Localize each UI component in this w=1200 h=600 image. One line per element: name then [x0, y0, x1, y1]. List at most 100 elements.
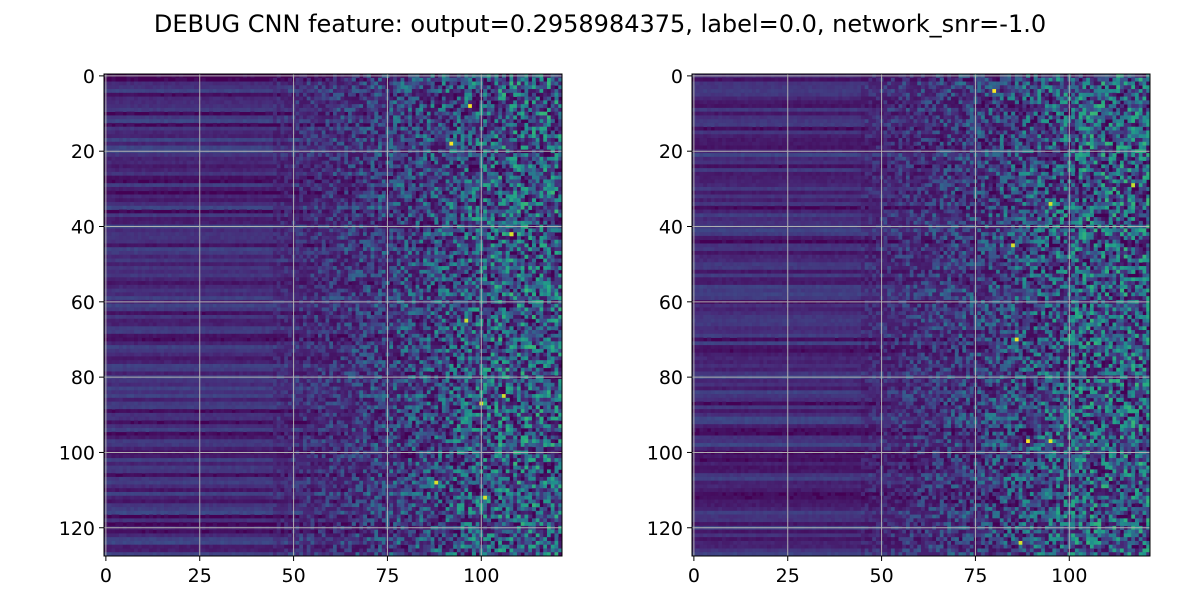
heatmap-cell: [355, 134, 360, 139]
heatmap-cell: [333, 164, 338, 169]
heatmap-cell: [468, 96, 473, 101]
heatmap-cell: [329, 153, 334, 158]
heatmap-cell: [460, 171, 465, 177]
heatmap-cell: [295, 141, 300, 146]
heatmap-cell: [272, 100, 278, 105]
heatmap-cell: [430, 92, 435, 97]
heatmap-cell: [528, 92, 533, 97]
heatmap-cell: [276, 89, 281, 94]
heatmap-cell: [201, 89, 206, 94]
heatmap-cell: [119, 160, 124, 165]
heatmap-cell: [126, 235, 131, 241]
heatmap-cell: [149, 81, 154, 86]
heatmap-cell: [182, 115, 187, 120]
heatmap-cell: [269, 77, 274, 82]
heatmap-cell: [287, 164, 293, 169]
heatmap-cell: [471, 190, 476, 195]
heatmap-cell: [156, 96, 161, 101]
heatmap-cell: [419, 194, 424, 199]
heatmap-cell: [546, 119, 552, 124]
heatmap-cell: [257, 104, 263, 109]
heatmap-cell: [216, 130, 221, 135]
heatmap-cell: [370, 168, 375, 173]
heatmap-cell: [558, 92, 563, 97]
heatmap-cell: [107, 119, 112, 124]
heatmap-cell: [374, 107, 379, 113]
heatmap-cell: [456, 104, 461, 109]
heatmap-cell: [246, 202, 251, 207]
heatmap-cell: [404, 190, 409, 195]
heatmap-cell: [209, 209, 214, 214]
heatmap-cell: [378, 126, 383, 131]
heatmap-cell: [269, 153, 274, 158]
heatmap-cell: [524, 126, 529, 131]
heatmap-cell: [257, 175, 263, 180]
heatmap-cell: [524, 190, 529, 195]
heatmap-cell: [336, 213, 341, 218]
heatmap-cell: [280, 213, 285, 218]
heatmap-cell: [186, 175, 191, 180]
heatmap-cell: [531, 126, 537, 131]
heatmap-cell: [276, 213, 281, 218]
heatmap-cell: [415, 179, 420, 184]
heatmap-cell: [359, 217, 364, 222]
heatmap-cell: [336, 160, 341, 165]
heatmap-cell: [351, 104, 356, 109]
heatmap-cell: [201, 183, 206, 188]
heatmap-cell: [179, 141, 184, 146]
heatmap-cell: [111, 141, 116, 146]
heatmap-cell: [524, 96, 529, 101]
heatmap-cell: [167, 119, 172, 124]
heatmap-cell: [505, 111, 510, 116]
heatmap-cell: [539, 81, 544, 86]
heatmap-cell: [393, 100, 398, 105]
heatmap-cell: [396, 141, 401, 146]
heatmap-cell: [464, 104, 469, 109]
heatmap-cell: [411, 235, 416, 241]
heatmap-cell: [134, 175, 139, 180]
heatmap-cell: [415, 89, 420, 94]
heatmap-cell: [396, 134, 401, 139]
heatmap-cell: [224, 213, 229, 218]
heatmap-cell: [254, 205, 259, 210]
heatmap-cell: [280, 228, 285, 233]
heatmap-cell: [456, 190, 461, 195]
heatmap-cell: [145, 220, 150, 225]
heatmap-cell: [254, 107, 259, 113]
heatmap-cell: [404, 183, 409, 188]
heatmap-cell: [227, 160, 232, 165]
heatmap-cell: [471, 183, 476, 188]
heatmap-cell: [171, 217, 176, 222]
heatmap-cell: [265, 205, 270, 210]
heatmap-cell: [314, 202, 319, 207]
heatmap-cell: [239, 164, 244, 169]
heatmap-cell: [359, 100, 364, 105]
heatmap-cell: [227, 186, 232, 192]
heatmap-cell: [411, 183, 416, 188]
heatmap-cell: [490, 228, 495, 233]
heatmap-cell: [441, 213, 446, 218]
heatmap-cell: [171, 228, 176, 233]
heatmap-cell: [280, 168, 285, 173]
heatmap-cell: [239, 156, 244, 161]
heatmap-cell: [333, 183, 338, 188]
heatmap-cell: [348, 104, 353, 109]
heatmap-cell: [426, 119, 431, 124]
heatmap-cell: [205, 220, 210, 225]
heatmap-cell: [389, 138, 394, 143]
heatmap-cell: [438, 232, 443, 237]
heatmap-cell: [348, 153, 353, 158]
heatmap-cell: [404, 198, 409, 203]
heatmap-cell: [430, 217, 435, 222]
heatmap-cell: [404, 145, 409, 150]
heatmap-cell: [348, 160, 353, 165]
heatmap-cell: [456, 153, 461, 158]
heatmap-cell: [212, 104, 217, 109]
heatmap-cell: [531, 145, 537, 150]
heatmap-cell: [468, 77, 473, 82]
heatmap-cell: [321, 217, 326, 222]
heatmap-cell: [408, 119, 413, 124]
heatmap-cell: [366, 194, 371, 199]
heatmap-cell: [160, 205, 165, 210]
heatmap-cell: [280, 96, 285, 101]
